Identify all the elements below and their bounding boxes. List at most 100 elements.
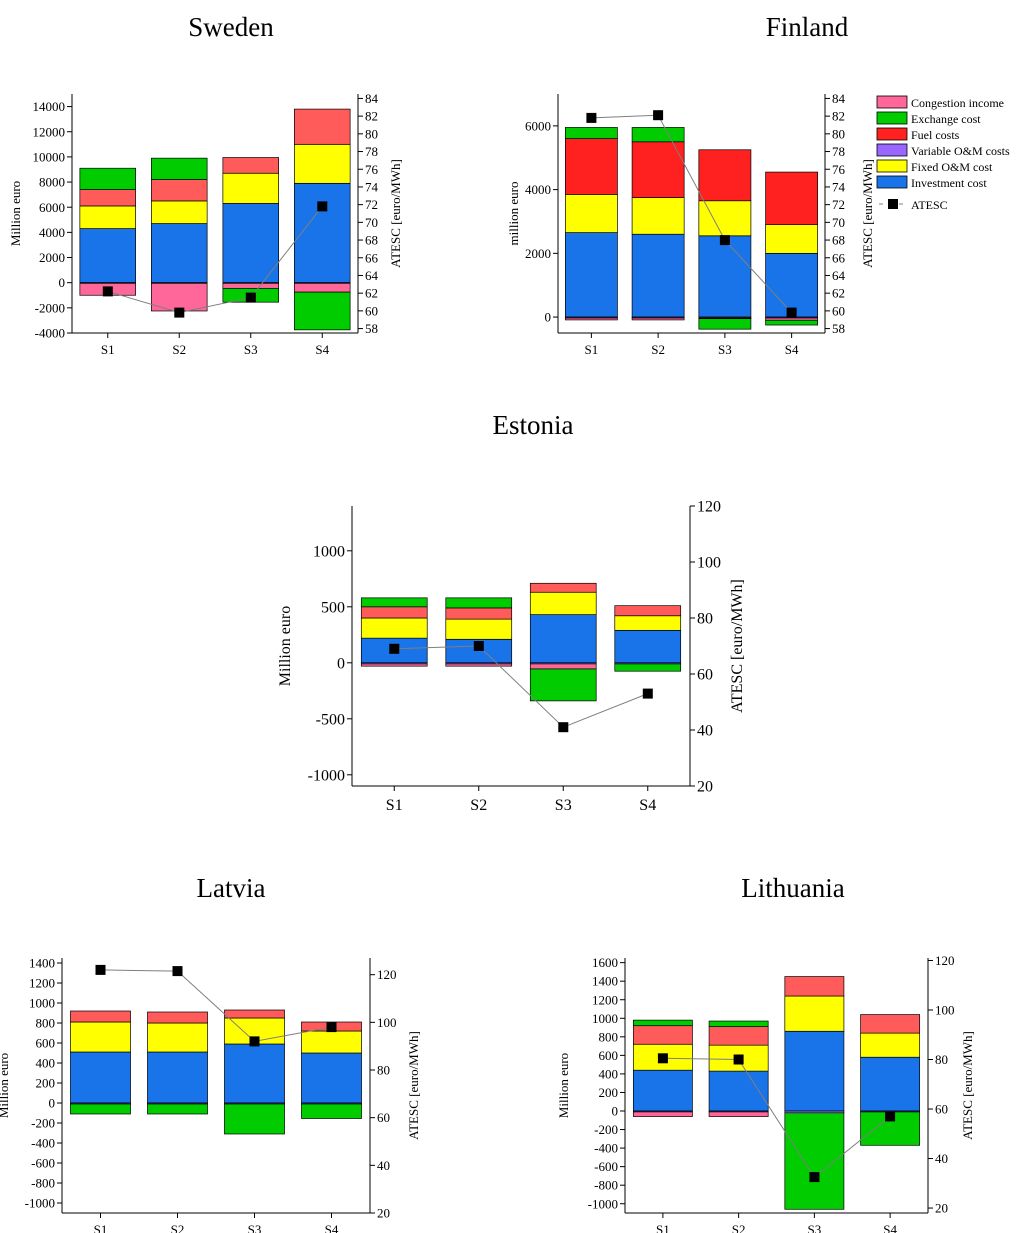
bar-congestion-income-s1 <box>564 317 618 321</box>
y-tick-label: -1000 <box>25 1196 55 1211</box>
y-axis-label: Million euro <box>556 1053 571 1118</box>
y2-axis-label: ATESC [euro/MWh] <box>388 159 403 268</box>
y2-tick-label: 100 <box>935 1003 955 1018</box>
y-tick-label: 0 <box>612 1104 619 1119</box>
atesc-point-s2 <box>174 307 185 318</box>
y-axis-label: million euro <box>506 182 521 246</box>
bar-fuel-costs-s1 <box>564 138 618 195</box>
legend-label-variable-o-m-costs: Variable O&M costs <box>911 144 1010 158</box>
bar-fuel-costs-s2 <box>708 1026 769 1046</box>
y2-tick-label: 64 <box>365 268 379 283</box>
bar-fixed-o-m-cost-s4 <box>294 143 351 184</box>
y-tick-label: 2000 <box>525 246 551 261</box>
bar-exchange-cost-s1 <box>360 597 428 608</box>
y-tick-label: 1600 <box>592 955 618 970</box>
bar-exchange-cost-s2 <box>445 597 513 609</box>
bar-exchange-cost-s1 <box>70 1103 131 1115</box>
x-tick-label: S3 <box>244 342 258 357</box>
bar-exchange-cost-s4 <box>301 1103 362 1119</box>
y2-tick-label: 68 <box>832 233 845 248</box>
y2-tick-label: 100 <box>697 555 721 572</box>
x-tick-label: S1 <box>656 1222 670 1233</box>
x-tick-label: S4 <box>325 1222 339 1233</box>
y2-tick-label: 84 <box>832 91 846 106</box>
y2-axis-label: ATESC [euro/MWh] <box>406 1031 421 1140</box>
bar-exchange-cost-s4 <box>614 663 682 672</box>
bar-fuel-costs-s1 <box>632 1025 693 1045</box>
y2-tick-label: 68 <box>365 233 378 248</box>
chart-legend: Congestion income Exchange cost Fuel costs… <box>876 95 1010 212</box>
y-tick-label: 0 <box>545 310 552 325</box>
y-tick-label: 0 <box>59 275 66 290</box>
bar-fuel-costs-s4 <box>294 108 351 145</box>
chart-panel-sweden: Sweden -4000 -2000 0 2000 4000 6000 8000 10000 12… <box>8 12 403 357</box>
atesc-point-s4 <box>786 307 797 318</box>
legend-label-fuel-costs: Fuel costs <box>911 128 960 142</box>
atesc-point-s2 <box>473 641 484 651</box>
y2-tick-label: 80 <box>377 1063 390 1078</box>
y-tick-label: 4000 <box>525 182 551 197</box>
y2-tick-label: 66 <box>832 250 846 265</box>
atesc-point-s1 <box>586 112 597 123</box>
bar-fixed-o-m-cost-s1 <box>79 205 136 229</box>
legend-swatch-investment-cost <box>876 175 908 189</box>
bar-fuel-costs-s4 <box>765 171 819 226</box>
bar-exchange-cost-s1 <box>632 1019 693 1027</box>
bar-fuel-costs-s3 <box>784 976 845 997</box>
y2-tick-label: 74 <box>365 179 379 194</box>
atesc-line <box>107 206 323 314</box>
legend-label-investment-cost: Investment cost <box>911 176 987 190</box>
atesc-point-s4 <box>326 1022 337 1033</box>
y2-tick-label: 76 <box>832 162 846 177</box>
bar-exchange-cost-s2 <box>151 157 208 180</box>
y-tick-label: -600 <box>594 1159 618 1174</box>
x-tick-label: S3 <box>808 1222 822 1233</box>
y2-tick-label: 120 <box>697 499 721 516</box>
y2-tick-label: 82 <box>832 109 845 124</box>
bar-investment-cost-s4 <box>294 182 351 284</box>
bar-exchange-cost-s4 <box>294 291 351 331</box>
y-tick-label: 6000 <box>525 118 551 133</box>
bar-investment-cost-s1 <box>70 1051 131 1104</box>
y2-tick-label: 80 <box>697 611 713 628</box>
y-tick-label: 200 <box>36 1076 56 1091</box>
bar-fuel-costs-s4 <box>614 605 682 617</box>
bar-fuel-costs-s3 <box>224 1009 285 1019</box>
chart-title: Lithuania <box>741 873 844 903</box>
bar-fuel-costs-s3 <box>529 582 597 593</box>
y2-tick-label: 70 <box>365 215 378 230</box>
y2-tick-label: 20 <box>377 1206 390 1221</box>
bar-fuel-costs-s1 <box>70 1010 131 1023</box>
bar-fixed-o-m-cost-s4 <box>301 1030 362 1054</box>
y-tick-label: 800 <box>599 1029 619 1044</box>
y-tick-label: 8000 <box>39 175 65 190</box>
atesc-point-s3 <box>249 1036 260 1047</box>
legend-swatch-exchange-cost <box>876 111 908 125</box>
atesc-point-s1 <box>389 643 400 654</box>
y-tick-label: 1200 <box>29 976 55 991</box>
bar-fixed-o-m-cost-s3 <box>784 995 845 1032</box>
chart-panel-estonia: Estonia -1000 -500 0 500 1000 20 40 60 80 100 120 S1… <box>277 410 746 814</box>
x-tick-label: S4 <box>883 1222 897 1233</box>
y2-axis-label: ATESC [euro/MWh] <box>860 159 875 268</box>
bar-investment-cost-s4 <box>765 252 819 318</box>
bar-fixed-o-m-cost-s1 <box>360 617 428 639</box>
atesc-point-s4 <box>642 688 653 699</box>
bar-fixed-o-m-cost-s4 <box>860 1032 921 1058</box>
y2-tick-label: 60 <box>365 303 378 318</box>
x-tick-label: S2 <box>470 797 487 814</box>
y-axis-label: Million euro <box>8 181 23 246</box>
chart-title: Finland <box>766 12 849 42</box>
bar-fixed-o-m-cost-s2 <box>147 1022 208 1053</box>
atesc-point-s1 <box>657 1053 668 1064</box>
y2-tick-label: 66 <box>365 250 379 265</box>
atesc-line <box>591 114 792 313</box>
bar-congestion-income-s3 <box>222 282 279 289</box>
y2-tick-label: 100 <box>377 1015 397 1030</box>
bar-investment-cost-s1 <box>79 228 136 284</box>
y2-tick-label: 72 <box>832 197 845 212</box>
y-tick-label: 600 <box>36 1036 56 1051</box>
y2-tick-label: 60 <box>832 303 845 318</box>
bar-fuel-costs-s4 <box>860 1014 921 1034</box>
